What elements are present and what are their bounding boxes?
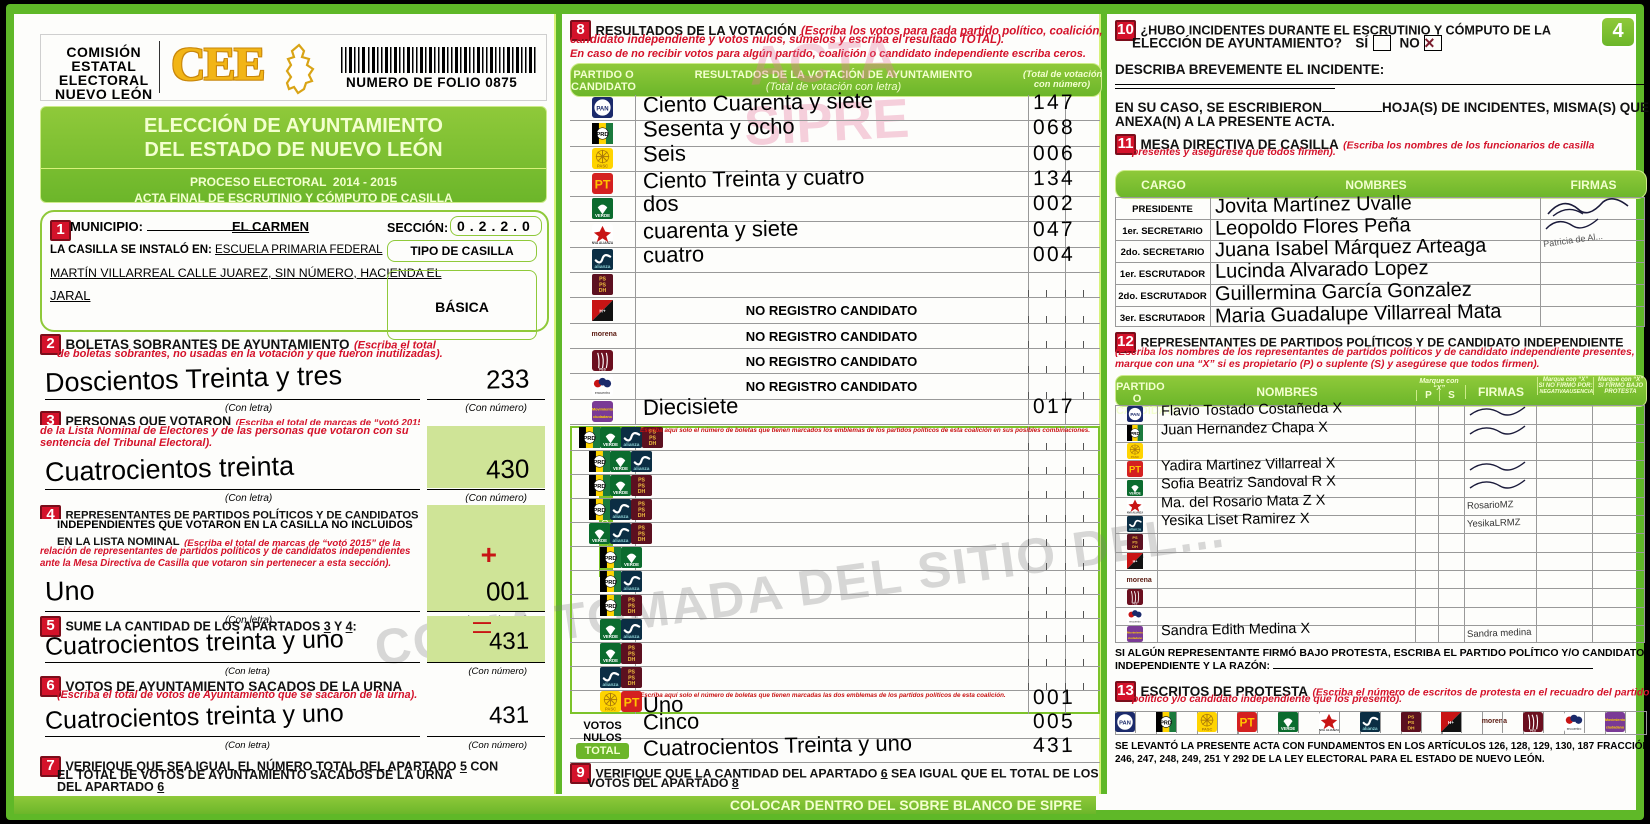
svg-text:DH: DH bbox=[1132, 544, 1138, 549]
svg-text:PRD: PRD bbox=[604, 556, 616, 562]
svg-text:PAN: PAN bbox=[1130, 412, 1139, 417]
svg-text:PASC: PASC bbox=[1201, 726, 1212, 731]
svg-text:alianza: alianza bbox=[623, 442, 639, 448]
svg-text:encuentro: encuentro bbox=[1129, 619, 1141, 623]
svg-text:PRD: PRD bbox=[604, 604, 616, 610]
svg-text:alianza: alianza bbox=[602, 682, 618, 688]
svg-text:PT: PT bbox=[623, 696, 639, 710]
svg-text:PT: PT bbox=[1129, 465, 1141, 476]
svg-text:PES: PES bbox=[1133, 603, 1138, 606]
svg-text:VERDE: VERDE bbox=[623, 562, 638, 567]
svg-text:H+: H+ bbox=[1448, 719, 1454, 724]
svg-text:PASC: PASC bbox=[1131, 455, 1140, 459]
svg-text:PASC: PASC bbox=[597, 163, 608, 168]
svg-text:H+: H+ bbox=[1133, 559, 1138, 563]
svg-text:PRD: PRD bbox=[596, 131, 608, 137]
svg-text:NVA ALIANZA: NVA ALIANZA bbox=[1319, 728, 1339, 732]
svg-text:PT: PT bbox=[1240, 715, 1256, 729]
svg-text:encuentro: encuentro bbox=[1567, 727, 1582, 731]
svg-text:alianza: alianza bbox=[1362, 726, 1378, 731]
svg-text:VERDE: VERDE bbox=[1281, 726, 1296, 731]
svg-text:alianza: alianza bbox=[623, 586, 639, 592]
svg-text:H+: H+ bbox=[599, 308, 605, 314]
svg-text:DH: DH bbox=[638, 514, 646, 520]
svg-text:DH: DH bbox=[627, 682, 635, 688]
svg-text:DH: DH bbox=[627, 610, 635, 616]
svg-text:alianza: alianza bbox=[623, 634, 639, 640]
svg-text:ciudadano: ciudadano bbox=[593, 415, 613, 419]
svg-text:VERDE: VERDE bbox=[602, 658, 617, 663]
svg-text:PASC: PASC bbox=[604, 707, 615, 712]
svg-text:VERDE: VERDE bbox=[595, 213, 610, 218]
svg-text:DH: DH bbox=[648, 442, 656, 448]
svg-text:DH: DH bbox=[638, 538, 646, 544]
svg-text:PES: PES bbox=[1530, 728, 1536, 732]
svg-text:VERDE: VERDE bbox=[602, 634, 617, 639]
svg-text:PRD: PRD bbox=[583, 436, 595, 442]
svg-text:PAN: PAN bbox=[1119, 720, 1131, 726]
svg-text:PRD: PRD bbox=[1160, 720, 1172, 726]
svg-text:alianza: alianza bbox=[613, 514, 629, 520]
svg-text:PES: PES bbox=[599, 367, 606, 371]
svg-text:PS: PS bbox=[1407, 719, 1414, 725]
svg-text:VERDE: VERDE bbox=[1129, 491, 1141, 495]
svg-text:VERDE: VERDE bbox=[613, 490, 628, 495]
svg-text:PT: PT bbox=[595, 177, 611, 191]
svg-text:DH: DH bbox=[1407, 725, 1415, 731]
svg-text:PRD: PRD bbox=[593, 484, 605, 490]
svg-text:DH: DH bbox=[599, 288, 607, 294]
svg-text:VERDE: VERDE bbox=[602, 442, 617, 447]
svg-text:NVA ALIANZA: NVA ALIANZA bbox=[592, 241, 613, 245]
svg-text:ciudadano: ciudadano bbox=[1606, 725, 1625, 729]
svg-text:Movimiento: Movimiento bbox=[592, 407, 613, 411]
svg-text:alianza: alianza bbox=[1129, 528, 1142, 532]
svg-text:PRD: PRD bbox=[593, 508, 605, 514]
svg-text:Movimiento: Movimiento bbox=[1127, 630, 1143, 634]
svg-text:PRD: PRD bbox=[604, 580, 616, 586]
svg-text:VERDE: VERDE bbox=[592, 538, 607, 543]
svg-text:Movimiento: Movimiento bbox=[1605, 718, 1625, 722]
svg-text:PRD: PRD bbox=[593, 460, 605, 466]
svg-text:PRD: PRD bbox=[1130, 430, 1139, 435]
svg-text:DH: DH bbox=[627, 658, 635, 664]
svg-text:NVA ALIANZA: NVA ALIANZA bbox=[1127, 511, 1143, 514]
svg-text:DH: DH bbox=[638, 490, 646, 496]
svg-text:PAN: PAN bbox=[596, 107, 608, 113]
svg-text:alianza: alianza bbox=[634, 466, 650, 472]
svg-text:VERDE: VERDE bbox=[613, 466, 628, 471]
svg-text:ciudadano: ciudadano bbox=[1128, 636, 1143, 640]
svg-text:PS: PS bbox=[1407, 714, 1414, 720]
svg-text:alianza: alianza bbox=[595, 264, 611, 270]
svg-text:alianza: alianza bbox=[613, 538, 629, 544]
svg-text:encuentro: encuentro bbox=[595, 391, 610, 395]
